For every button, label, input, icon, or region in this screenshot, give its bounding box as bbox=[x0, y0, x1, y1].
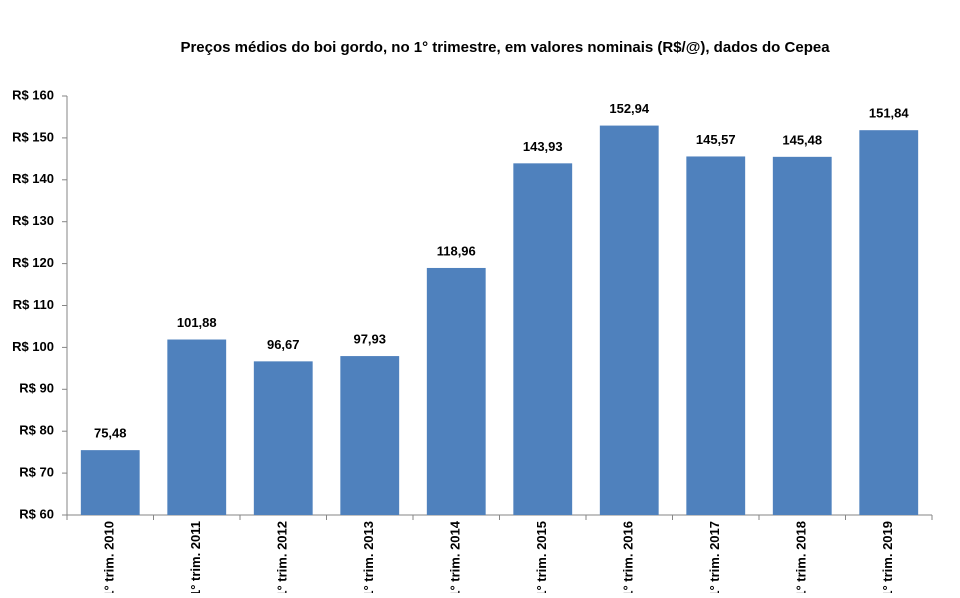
value-label: 118,96 bbox=[437, 243, 476, 258]
bar bbox=[859, 130, 919, 515]
value-label: 96,67 bbox=[267, 337, 300, 352]
x-tick-label: 1° trim. 2010 bbox=[102, 521, 117, 593]
x-tick-label: 1° trim. 2016 bbox=[621, 521, 636, 593]
y-tick-label: R$ 100 bbox=[12, 339, 54, 354]
x-tick-label: 1° trim. 2011 bbox=[188, 521, 203, 593]
bar bbox=[686, 156, 746, 515]
y-tick-label: R$ 70 bbox=[19, 465, 54, 480]
x-tick-label: 1° trim. 2012 bbox=[275, 521, 290, 593]
bar bbox=[340, 356, 400, 515]
value-label: 101,88 bbox=[177, 315, 217, 330]
value-label: 151,84 bbox=[869, 106, 910, 121]
y-tick-label: R$ 130 bbox=[12, 213, 54, 228]
x-tick-label: 1° trim. 2015 bbox=[534, 521, 549, 593]
x-tick-label: 1° trim. 2017 bbox=[707, 521, 722, 593]
y-tick-label: R$ 80 bbox=[19, 423, 54, 438]
bar bbox=[513, 163, 573, 515]
y-tick-label: R$ 150 bbox=[12, 129, 54, 144]
bar bbox=[253, 361, 313, 515]
chart-title: Preços médios do boi gordo, no 1° trimes… bbox=[180, 39, 830, 56]
y-tick-label: R$ 60 bbox=[19, 506, 54, 521]
value-label: 75,48 bbox=[94, 426, 127, 441]
x-tick-label: 1° trim. 2019 bbox=[880, 521, 895, 593]
value-label: 143,93 bbox=[523, 139, 563, 154]
value-label: 152,94 bbox=[609, 101, 650, 116]
bar bbox=[80, 450, 140, 515]
y-tick-label: R$ 120 bbox=[12, 255, 54, 270]
x-tick-label: 1° trim. 2013 bbox=[361, 521, 376, 593]
y-tick-label: R$ 160 bbox=[12, 87, 54, 102]
bar bbox=[426, 267, 486, 515]
value-label: 145,48 bbox=[782, 132, 822, 147]
bar bbox=[167, 339, 227, 515]
y-tick-label: R$ 110 bbox=[13, 297, 54, 312]
value-label: 145,57 bbox=[696, 132, 736, 147]
value-label: 97,93 bbox=[353, 332, 386, 347]
y-tick-label: R$ 90 bbox=[19, 381, 54, 396]
bar bbox=[599, 125, 659, 516]
x-tick-label: 1° trim. 2018 bbox=[794, 521, 809, 593]
x-tick-label: 1° trim. 2014 bbox=[448, 520, 463, 593]
y-tick-label: R$ 140 bbox=[12, 171, 54, 186]
bar bbox=[772, 156, 832, 515]
